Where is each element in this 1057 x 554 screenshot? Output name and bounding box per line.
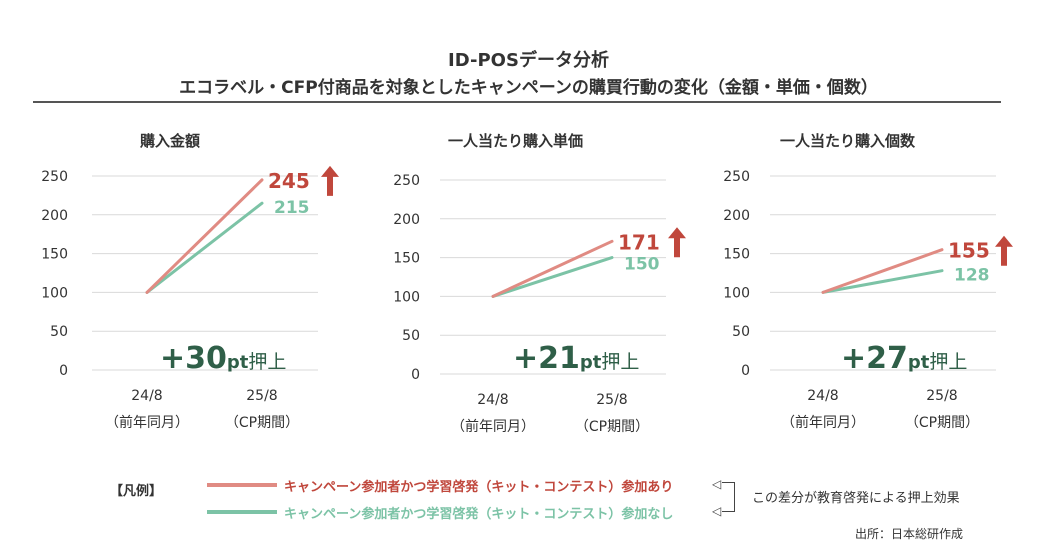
series-line-with [821,248,944,294]
series-line-with [145,178,264,294]
title-divider [33,101,1001,103]
y-tick-label: 0 [411,367,420,383]
y-tick-label: 50 [50,324,68,340]
y-tick-label: 200 [723,208,750,224]
end-label-with: 245 [268,169,310,193]
legend-arrow-icon: ◁ [712,477,722,491]
series-line-with [491,239,614,298]
end-label-without: 150 [624,254,660,274]
legend-label-without: キャンペーン参加者かつ学習啓発（キット・コンテスト）参加なし [284,507,674,522]
y-tick-label: 250 [41,169,68,185]
x-tick-sublabel: （CP期間） [225,415,299,431]
y-tick-label: 100 [393,289,420,305]
chart-title: ID-POSデータ分析 [448,50,609,71]
y-tick-label: 0 [741,363,750,379]
x-tick-label: 25/8 [246,388,277,404]
x-tick-label: 24/8 [477,392,508,408]
y-tick-label: 100 [723,285,750,301]
legend-swatch-with [207,483,277,487]
y-tick-label: 200 [41,208,68,224]
x-tick-label: 25/8 [926,388,957,404]
panel-title-unit-price: 一人当たり購入単価 [448,132,584,150]
y-tick-label: 150 [723,247,750,263]
y-tick-label: 150 [393,251,420,267]
difference-bracket [722,482,735,512]
end-label-with: 155 [948,239,990,263]
x-tick-label: 24/8 [131,388,162,404]
lift-annotation: +30pt押上 [160,341,286,376]
y-tick-label: 100 [41,285,68,301]
y-tick-label: 50 [402,328,420,344]
y-tick-label: 150 [41,247,68,263]
panel-title-amount: 購入金額 [140,132,201,150]
lift-annotation: +27pt押上 [841,341,967,376]
difference-note: この差分が教育啓発による押上効果 [752,491,960,506]
legend-label-with: キャンペーン参加者かつ学習啓発（キット・コンテスト）参加あり [284,480,674,495]
end-label-without: 215 [274,198,310,218]
y-tick-label: 250 [723,169,750,185]
series-line-without [145,201,264,294]
y-tick-label: 50 [732,324,750,340]
legend-arrow-icon: ◁ [712,504,722,518]
x-tick-label: 24/8 [807,388,838,404]
x-tick-sublabel: （CP期間） [905,415,979,431]
up-arrow-icon [995,235,1013,266]
x-tick-sublabel: （前年同月） [451,418,535,435]
up-arrow-icon [321,165,339,196]
legend-swatch-without [207,510,277,514]
lift-annotation: +21pt押上 [513,341,639,376]
chart-subtitle: エコラベル・CFP付商品を対象としたキャンペーンの購買行動の変化（金額・単価・個… [179,78,878,98]
series-line-without [821,269,944,294]
x-tick-sublabel: （前年同月） [105,414,189,431]
x-tick-sublabel: （前年同月） [781,414,865,431]
legend-heading: 【凡例】 [110,484,163,499]
up-arrow-icon [668,227,686,258]
end-label-without: 128 [954,266,990,286]
panel-title-quantity: 一人当たり購入個数 [780,132,916,150]
end-label-with: 171 [618,230,660,254]
y-tick-label: 250 [393,173,420,189]
y-tick-label: 0 [59,363,68,379]
source-note: 出所：日本総研作成 [855,527,964,541]
x-tick-label: 25/8 [596,392,627,408]
y-tick-label: 200 [393,212,420,228]
series-line-without [491,256,614,298]
x-tick-sublabel: （CP期間） [575,419,649,435]
